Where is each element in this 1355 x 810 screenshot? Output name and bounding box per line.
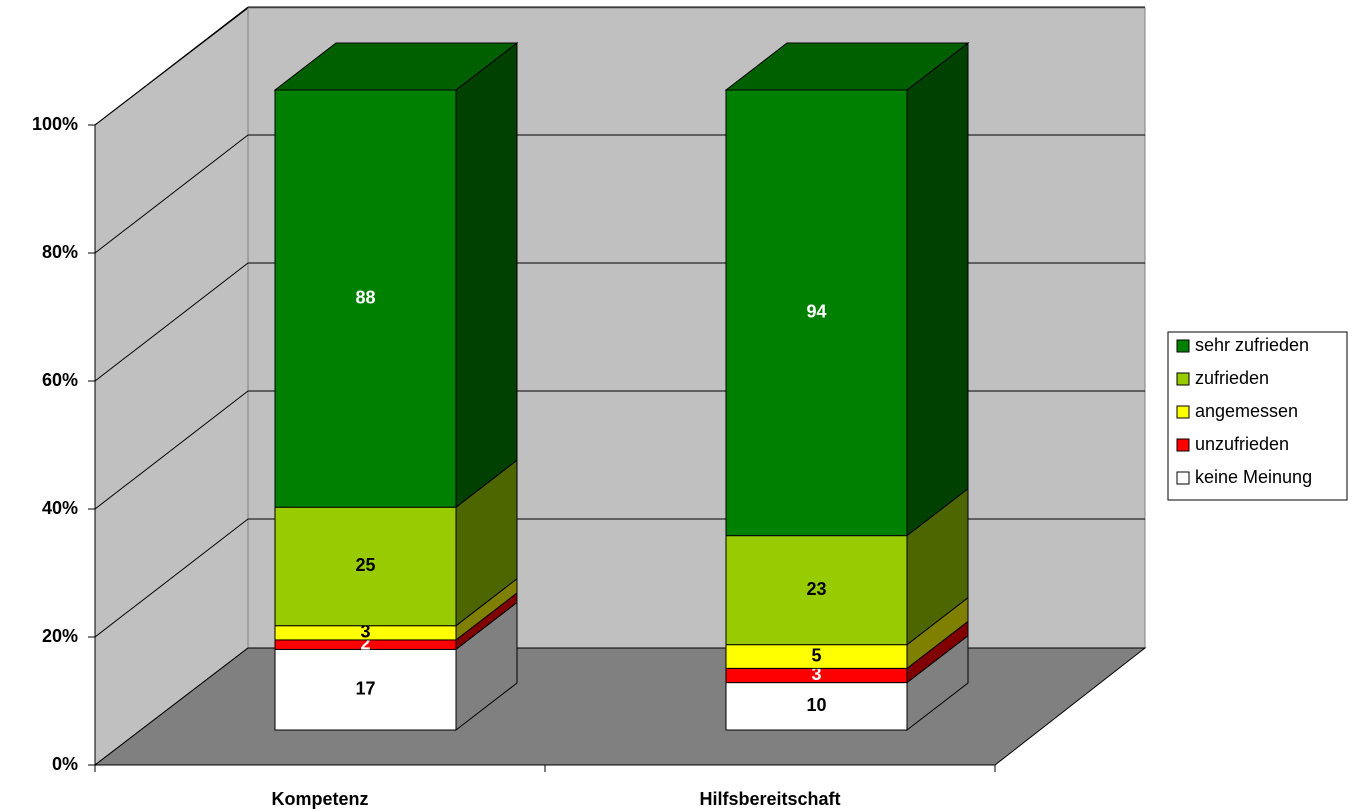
bar-top [724, 42, 970, 91]
legend-swatch [1176, 471, 1190, 485]
bar-top [273, 42, 519, 91]
bar-segment [725, 535, 908, 646]
grid-line [94, 390, 249, 510]
x-tick-label: Kompetenz [271, 789, 368, 809]
legend-label: sehr zufrieden [1195, 335, 1309, 355]
legend-swatch [1176, 405, 1190, 419]
y-tick-label: 100% [32, 114, 78, 134]
bar-segment [725, 89, 908, 537]
y-tick-label: 0% [52, 754, 78, 774]
bar-segment [725, 682, 908, 731]
legend [1167, 331, 1348, 501]
legend-swatch [1176, 438, 1190, 452]
grid-line [94, 6, 249, 126]
grid-line [94, 518, 249, 638]
data-label: 17 [355, 678, 375, 698]
data-label: 5 [811, 645, 821, 665]
grid-line [94, 262, 249, 382]
y-tick-label: 20% [42, 626, 78, 646]
legend-label: angemessen [1195, 401, 1298, 421]
bar-segment-side [455, 41, 518, 509]
legend-label: zufrieden [1195, 368, 1269, 388]
data-label: 3 [360, 622, 370, 642]
data-label: 3 [811, 664, 821, 684]
legend-swatch [1176, 339, 1190, 353]
data-label: 23 [806, 579, 826, 599]
legend-swatch [1176, 372, 1190, 386]
grid-line [94, 134, 249, 254]
y-tick-label: 80% [42, 242, 78, 262]
y-tick-label: 60% [42, 370, 78, 390]
x-tick-label: Hilfsbereitschaft [699, 789, 840, 809]
legend-label: unzufrieden [1195, 434, 1289, 454]
data-label: 88 [355, 287, 375, 307]
bar-segment [274, 506, 457, 627]
bar-segment [274, 648, 457, 731]
legend-label: keine Meinung [1195, 467, 1312, 487]
bar-segment-side [906, 41, 969, 537]
floor [93, 647, 1147, 766]
y-tick-label: 40% [42, 498, 78, 518]
data-label: 10 [806, 695, 826, 715]
data-label: 25 [355, 555, 375, 575]
side-wall [94, 6, 249, 767]
data-label: 2 [360, 633, 370, 653]
bar-segment [274, 89, 457, 508]
data-label: 94 [806, 302, 826, 322]
